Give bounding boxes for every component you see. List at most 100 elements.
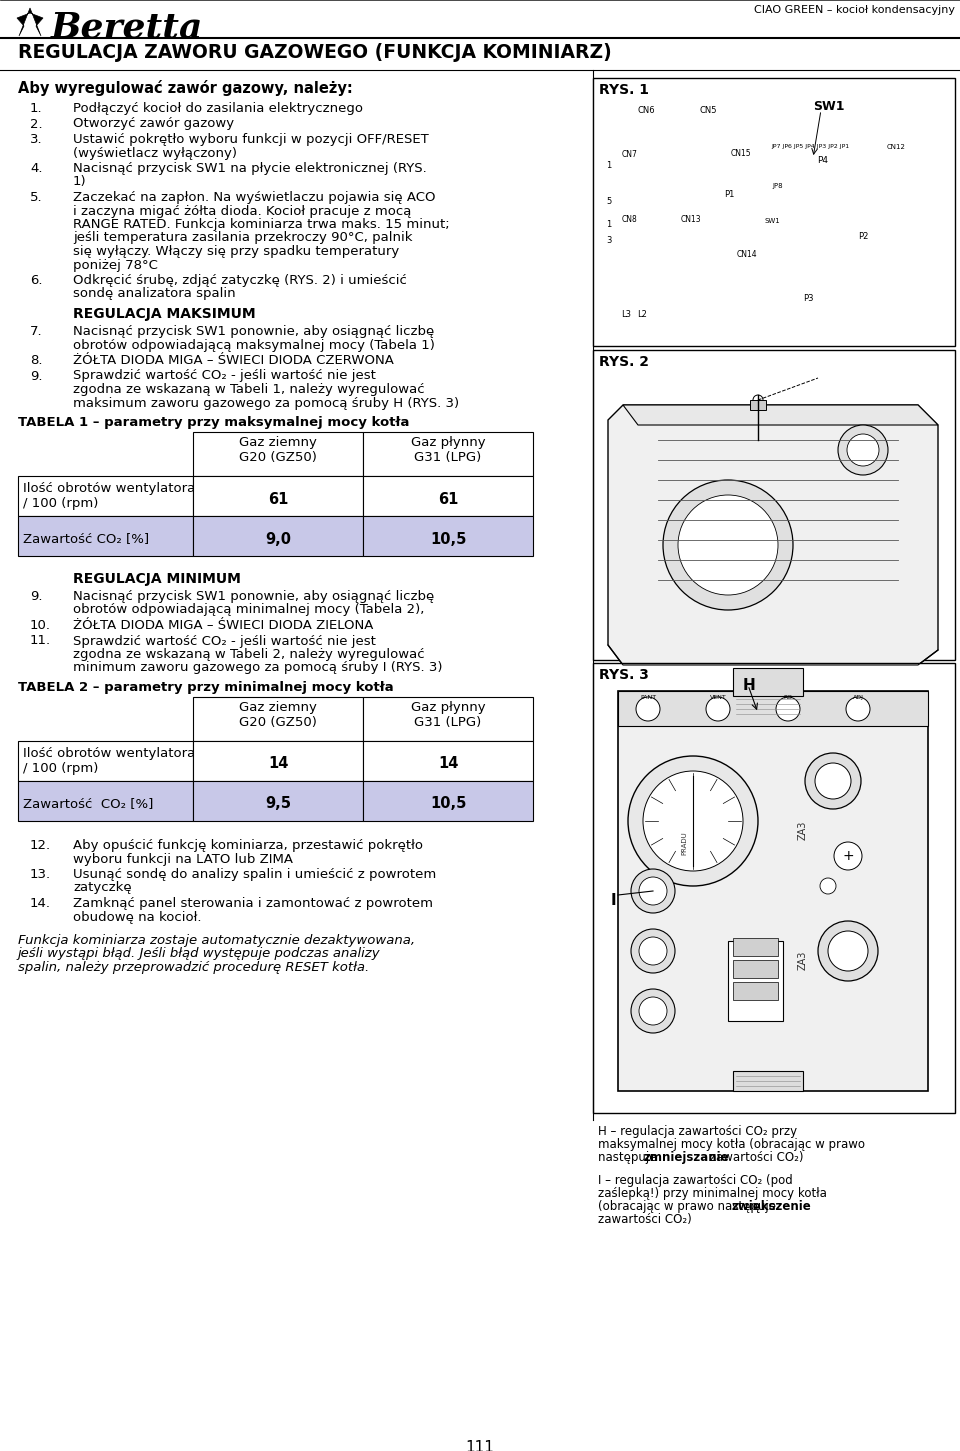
Circle shape — [719, 196, 739, 216]
Bar — [363, 476, 533, 517]
Text: PRADU: PRADU — [681, 831, 687, 855]
Text: zaślepką!) przy minimalnej mocy kotła: zaślepką!) przy minimalnej mocy kotła — [598, 1187, 827, 1200]
Bar — [363, 741, 533, 781]
Text: CN8: CN8 — [622, 215, 637, 223]
Text: RYS. 2: RYS. 2 — [599, 355, 649, 369]
Circle shape — [630, 110, 640, 120]
Circle shape — [672, 223, 678, 229]
Text: 8.: 8. — [30, 354, 42, 367]
Text: I: I — [611, 892, 616, 908]
Text: 14: 14 — [268, 756, 288, 772]
Bar — [18, 741, 193, 781]
Circle shape — [813, 170, 833, 190]
Text: jeśli temperatura zasilania przekroczy 90°C, palnik: jeśli temperatura zasilania przekroczy 9… — [73, 232, 413, 245]
Text: CN7: CN7 — [622, 149, 638, 160]
Text: zawartości CO₂): zawartości CO₂) — [707, 1151, 804, 1164]
Text: sondę analizatora spalin: sondę analizatora spalin — [73, 287, 235, 300]
Circle shape — [805, 753, 861, 810]
Text: 14: 14 — [438, 756, 458, 772]
Text: L2: L2 — [637, 311, 647, 319]
Text: Ilość obrotów wentylatora
/ 100 (rpm): Ilość obrotów wentylatora / 100 (rpm) — [23, 747, 195, 775]
Text: spalin, należy przeprowadzić procedurę RESET kotła.: spalin, należy przeprowadzić procedurę R… — [18, 961, 370, 974]
Text: Podłączyć kocioł do zasilania elektrycznego: Podłączyć kocioł do zasilania elektryczn… — [73, 102, 363, 115]
Circle shape — [713, 226, 717, 231]
Circle shape — [628, 177, 633, 181]
Circle shape — [847, 181, 869, 205]
Circle shape — [682, 223, 688, 229]
Circle shape — [737, 226, 741, 231]
Circle shape — [643, 770, 743, 871]
Text: RANGE RATED. Funkcja kominiarza trwa maks. 15 minut;: RANGE RATED. Funkcja kominiarza trwa mak… — [73, 218, 449, 231]
Text: P2: P2 — [858, 232, 868, 241]
Circle shape — [678, 495, 778, 595]
Text: TABELA 1 – parametry przy maksymalnej mocy kotła: TABELA 1 – parametry przy maksymalnej mo… — [18, 416, 409, 429]
Text: CN5: CN5 — [699, 106, 717, 115]
Text: 7.: 7. — [30, 325, 42, 338]
Text: I – regulacja zawartości CO₂ (pod: I – regulacja zawartości CO₂ (pod — [598, 1174, 793, 1187]
Text: REGULACJA MAKSIMUM: REGULACJA MAKSIMUM — [73, 308, 255, 321]
Circle shape — [730, 158, 734, 164]
Text: JP8: JP8 — [773, 183, 783, 189]
Bar — [733, 937, 778, 956]
Text: 9.: 9. — [30, 591, 42, 604]
Text: CN12: CN12 — [887, 144, 906, 149]
Text: 9,5: 9,5 — [265, 797, 291, 811]
Text: zawartości CO₂): zawartości CO₂) — [598, 1213, 692, 1226]
Text: (wyświetlacz wyłączony): (wyświetlacz wyłączony) — [73, 147, 237, 160]
Circle shape — [746, 158, 751, 164]
Text: JP7 JP6 JP5 JP4 JP3 JP2 JP1: JP7 JP6 JP5 JP4 JP3 JP2 JP1 — [771, 144, 850, 149]
Polygon shape — [23, 16, 37, 32]
Text: CN13: CN13 — [681, 215, 702, 223]
Bar — [886, 149, 904, 160]
Text: 1.: 1. — [30, 102, 42, 115]
Text: SW1: SW1 — [813, 100, 845, 113]
Bar — [193, 476, 363, 517]
Text: maksimum zaworu gazowego za pomocą śruby H (RYS. 3): maksimum zaworu gazowego za pomocą śruby… — [73, 396, 459, 409]
Circle shape — [628, 194, 633, 199]
Text: Zawartość CO₂ [%]: Zawartość CO₂ [%] — [23, 533, 149, 546]
Text: H – regulacja zawartości CO₂ przy: H – regulacja zawartości CO₂ przy — [598, 1125, 797, 1138]
Bar — [708, 120, 716, 128]
Bar — [733, 667, 803, 696]
Circle shape — [815, 763, 851, 800]
Circle shape — [628, 186, 633, 190]
Text: 10.: 10. — [30, 620, 51, 633]
Bar — [593, 350, 955, 660]
Text: CIAO GREEN – kocioł kondensacyjny: CIAO GREEN – kocioł kondensacyjny — [754, 4, 955, 15]
Text: Aby wyregulować zawór gazowy, należy:: Aby wyregulować zawór gazowy, należy: — [18, 80, 352, 96]
Circle shape — [798, 268, 818, 287]
Circle shape — [663, 480, 793, 609]
Text: się wyłączy. Włączy się przy spadku temperatury: się wyłączy. Włączy się przy spadku temp… — [73, 245, 399, 258]
Text: Gaz płynny
G31 (LPG): Gaz płynny G31 (LPG) — [411, 701, 486, 728]
Circle shape — [726, 258, 731, 264]
Text: 4.: 4. — [30, 163, 42, 176]
Bar — [697, 120, 705, 128]
Text: obrotów odpowiadającą minimalnej mocy (Tabela 2),: obrotów odpowiadającą minimalnej mocy (T… — [73, 604, 424, 617]
Bar — [193, 517, 363, 556]
Bar — [728, 942, 783, 1022]
Circle shape — [721, 226, 725, 231]
Text: Zaczekać na zapłon. Na wyświetlaczu pojawia się ACO: Zaczekać na zapłon. Na wyświetlaczu poja… — [73, 192, 436, 205]
Text: Nacisnąć przycisk SW1 ponownie, aby osiągnąć liczbę: Nacisnąć przycisk SW1 ponownie, aby osią… — [73, 325, 434, 338]
Text: Sprawdzić wartość CO₂ - jeśli wartość nie jest: Sprawdzić wartość CO₂ - jeśli wartość ni… — [73, 370, 376, 383]
Bar — [733, 961, 778, 978]
Text: 3.: 3. — [30, 133, 42, 147]
Text: zgodna ze wskazaną w Tabeli 1, należy wyregulować: zgodna ze wskazaną w Tabeli 1, należy wy… — [73, 383, 424, 396]
Bar — [717, 193, 745, 221]
Bar — [771, 148, 781, 158]
Bar — [794, 237, 822, 292]
Text: RYS. 1: RYS. 1 — [599, 83, 649, 97]
Text: 3: 3 — [607, 237, 612, 245]
Text: Aby opuścić funkcję kominiarza, przestawić pokrętło: Aby opuścić funkcję kominiarza, przestaw… — [73, 839, 423, 852]
Circle shape — [702, 223, 708, 229]
Text: Ilość obrotów wentylatora
/ 100 (rpm): Ilość obrotów wentylatora / 100 (rpm) — [23, 482, 195, 509]
Circle shape — [753, 258, 757, 264]
Bar — [621, 312, 631, 322]
Circle shape — [737, 158, 742, 164]
Text: 12.: 12. — [30, 839, 51, 852]
Bar — [844, 158, 882, 228]
Bar — [618, 691, 928, 1091]
Bar — [619, 120, 942, 332]
Text: 11.: 11. — [30, 634, 51, 647]
Text: 9,0: 9,0 — [265, 531, 291, 547]
